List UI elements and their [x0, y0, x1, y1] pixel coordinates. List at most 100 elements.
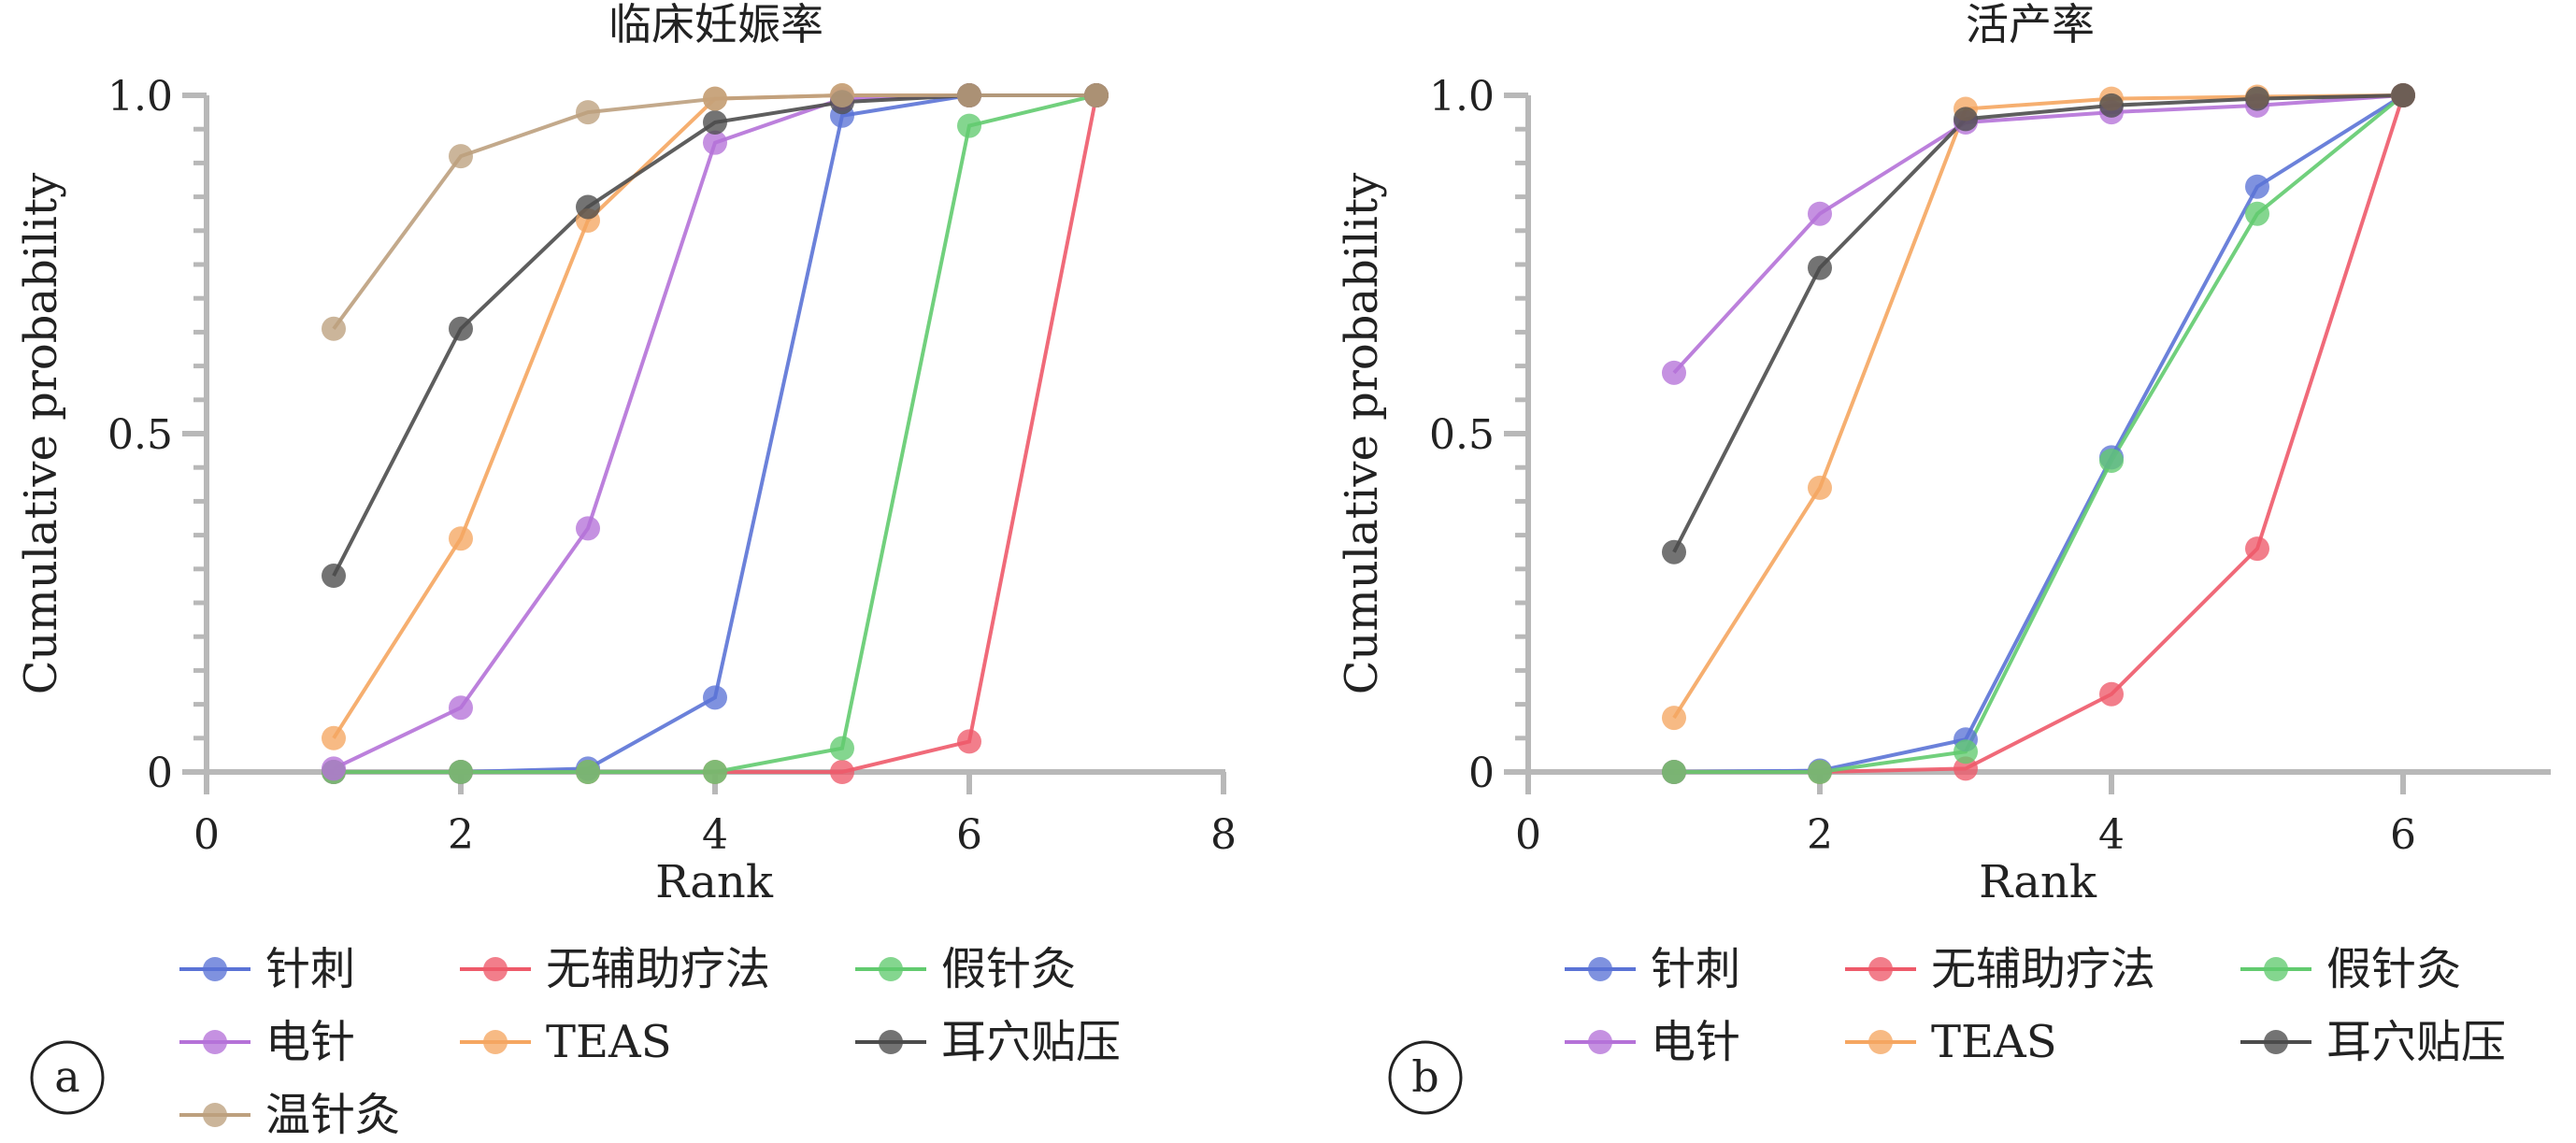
legend-label: 耳穴贴压 [941, 1016, 1121, 1068]
data-point [957, 83, 981, 107]
panel-label-circle [30, 1040, 105, 1115]
legend-label: 针刺 [265, 943, 355, 995]
legend-item: 针刺 [1565, 943, 1740, 995]
series-line [1672, 93, 2404, 720]
panel-label-circle [1388, 1040, 1463, 1115]
chart-title: 临床妊娠率 [608, 0, 823, 50]
legend-swatch-marker [1868, 957, 1893, 981]
legend-item: 无辅助疗法 [460, 943, 770, 995]
data-point [322, 725, 346, 750]
x-axis-label: Rank [1979, 856, 2097, 908]
panel-label: b [1411, 1051, 1438, 1102]
data-point [449, 760, 473, 784]
legend-label: 耳穴贴压 [2326, 1016, 2506, 1068]
legend-label: TEAS [1931, 1016, 2057, 1068]
legend-label: TEAS [546, 1016, 672, 1068]
data-point [2099, 681, 2124, 707]
chart-title: 活产率 [1966, 0, 2095, 50]
series-line [334, 94, 1098, 774]
legend-label: 针刺 [1651, 943, 1740, 995]
data-point [703, 109, 727, 135]
data-point [449, 144, 473, 169]
legend-label: 假针灸 [2326, 943, 2461, 995]
legend-item: 假针灸 [855, 943, 1076, 995]
legend-swatch-marker [879, 957, 903, 981]
data-point [830, 760, 854, 784]
data-point [576, 194, 600, 220]
legend-item: 无辅助疗法 [1845, 943, 2155, 995]
x-tick-label: 6 [956, 811, 982, 859]
x-axis-label: Rank [655, 856, 774, 908]
data-point [957, 729, 981, 754]
data-point [2099, 448, 2124, 473]
legend-swatch-marker [1588, 1030, 1612, 1054]
data-point [2099, 93, 2124, 118]
data-point [1953, 756, 1978, 781]
data-point [1953, 107, 1978, 132]
legend-item: 电针 [1565, 1016, 1740, 1068]
y-tick-label: 1.0 [1429, 73, 1495, 121]
data-point [449, 316, 473, 341]
data-point [576, 516, 600, 541]
x-tick-label: 8 [1210, 811, 1237, 859]
data-point [830, 736, 854, 761]
legend-swatch-marker [879, 1030, 903, 1054]
chart-panel-b: 活产率 0 0.5 1.0 0 2 4 6 Rank Cumulative probability… [1336, 0, 2551, 1115]
legend-swatch-marker [203, 1103, 227, 1127]
y-tick-label: 1.0 [107, 73, 173, 121]
legend-label: 无辅助疗法 [546, 943, 770, 995]
series-line [332, 93, 1096, 739]
x-tick-label: 6 [2390, 811, 2416, 859]
data-point [322, 316, 346, 341]
legend-item: 耳穴贴压 [855, 1016, 1121, 1068]
y-axis-label: Cumulative probability [15, 173, 67, 695]
series-line [1672, 93, 2404, 553]
data-point [703, 86, 727, 111]
legend-label: 无辅助疗法 [1931, 943, 2155, 995]
data-point [957, 113, 981, 138]
legend-label: 假针灸 [941, 943, 1076, 995]
x-tick-label: 0 [1515, 811, 1541, 859]
data-point [1662, 760, 1686, 784]
legend-item: TEAS [460, 1016, 672, 1068]
data-point [449, 526, 473, 551]
y-tick-label: 0 [1468, 750, 1495, 797]
legend-label: 电针 [1651, 1016, 1740, 1068]
legend-swatch-marker [1588, 957, 1612, 981]
series-line [1672, 93, 2404, 375]
legend-item: 温针灸 [179, 1089, 400, 1141]
data-point [703, 685, 727, 710]
data-point [322, 756, 346, 781]
data-point [449, 695, 473, 721]
data-point [1808, 760, 1832, 784]
panel-label: a [54, 1051, 79, 1102]
data-point [1808, 475, 1832, 500]
data-point [2245, 86, 2269, 111]
series-line [1674, 94, 2405, 774]
x-tick-label: 2 [448, 811, 474, 859]
data-point [1808, 255, 1832, 280]
data-point [1662, 706, 1686, 731]
data-point [576, 760, 600, 784]
data-point [2245, 536, 2269, 562]
data-point [2245, 174, 2269, 199]
x-tick-label: 0 [193, 811, 220, 859]
y-tick-label: 0.5 [1429, 411, 1495, 459]
legend-swatch-marker [203, 957, 227, 981]
data-point [322, 564, 346, 589]
legend-label: 温针灸 [265, 1089, 400, 1141]
legend-item: TEAS [1845, 1016, 2057, 1068]
legend-swatch-marker [2264, 957, 2288, 981]
legend-item: 电针 [179, 1016, 355, 1068]
data-point [2391, 83, 2415, 107]
chart-panel-a: 临床妊娠率 0 0.5 1.0 0 2 4 6 8 Rank Cumulative probabil… [15, 0, 1237, 1141]
legend-item: 针刺 [179, 943, 355, 995]
series-line [1674, 93, 2405, 774]
x-tick-label: 4 [2098, 811, 2125, 859]
legend-item: 耳穴贴压 [2240, 1016, 2506, 1068]
y-axis-label: Cumulative probability [1336, 173, 1388, 695]
data-point [703, 130, 727, 155]
